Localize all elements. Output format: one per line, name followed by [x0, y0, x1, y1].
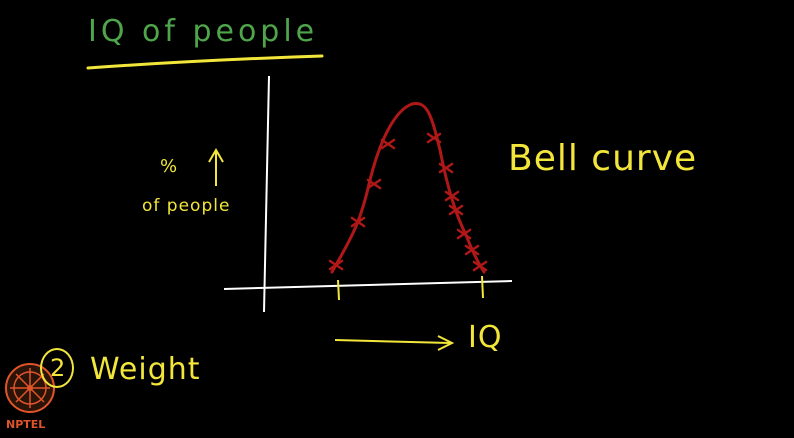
curve-marker [366, 178, 382, 190]
curve-marker [464, 244, 480, 256]
curve-marker [350, 216, 366, 228]
curve-marker [438, 162, 454, 174]
curve-marker [472, 260, 488, 272]
curve-marker [328, 259, 344, 271]
page-title: IQ of people [88, 14, 319, 49]
bell-curve-label: Bell curve [508, 138, 698, 179]
x-axis-label: IQ [468, 320, 503, 355]
x-tick-left [337, 279, 340, 301]
curve-marker [448, 204, 464, 216]
y-axis-label: of people [142, 196, 231, 216]
y-axis-line [263, 75, 270, 313]
question-text: Weight [90, 352, 201, 387]
curve-marker [380, 138, 396, 150]
y-arrow-icon [208, 148, 224, 186]
bell-curve [330, 101, 486, 274]
question-number-badge: 2 [40, 348, 74, 388]
x-tick-right [481, 275, 484, 299]
x-arrow-icon [334, 335, 455, 351]
curve-marker [426, 132, 442, 144]
nptel-logo-text: NPTEL [6, 418, 46, 431]
x-axis-line [223, 280, 513, 290]
curve-marker [456, 228, 472, 240]
curve-marker [444, 190, 460, 202]
y-axis-symbol: % [160, 156, 179, 177]
title-underline [86, 54, 324, 70]
curve-markers [328, 132, 488, 272]
question-number: 2 [50, 354, 66, 382]
